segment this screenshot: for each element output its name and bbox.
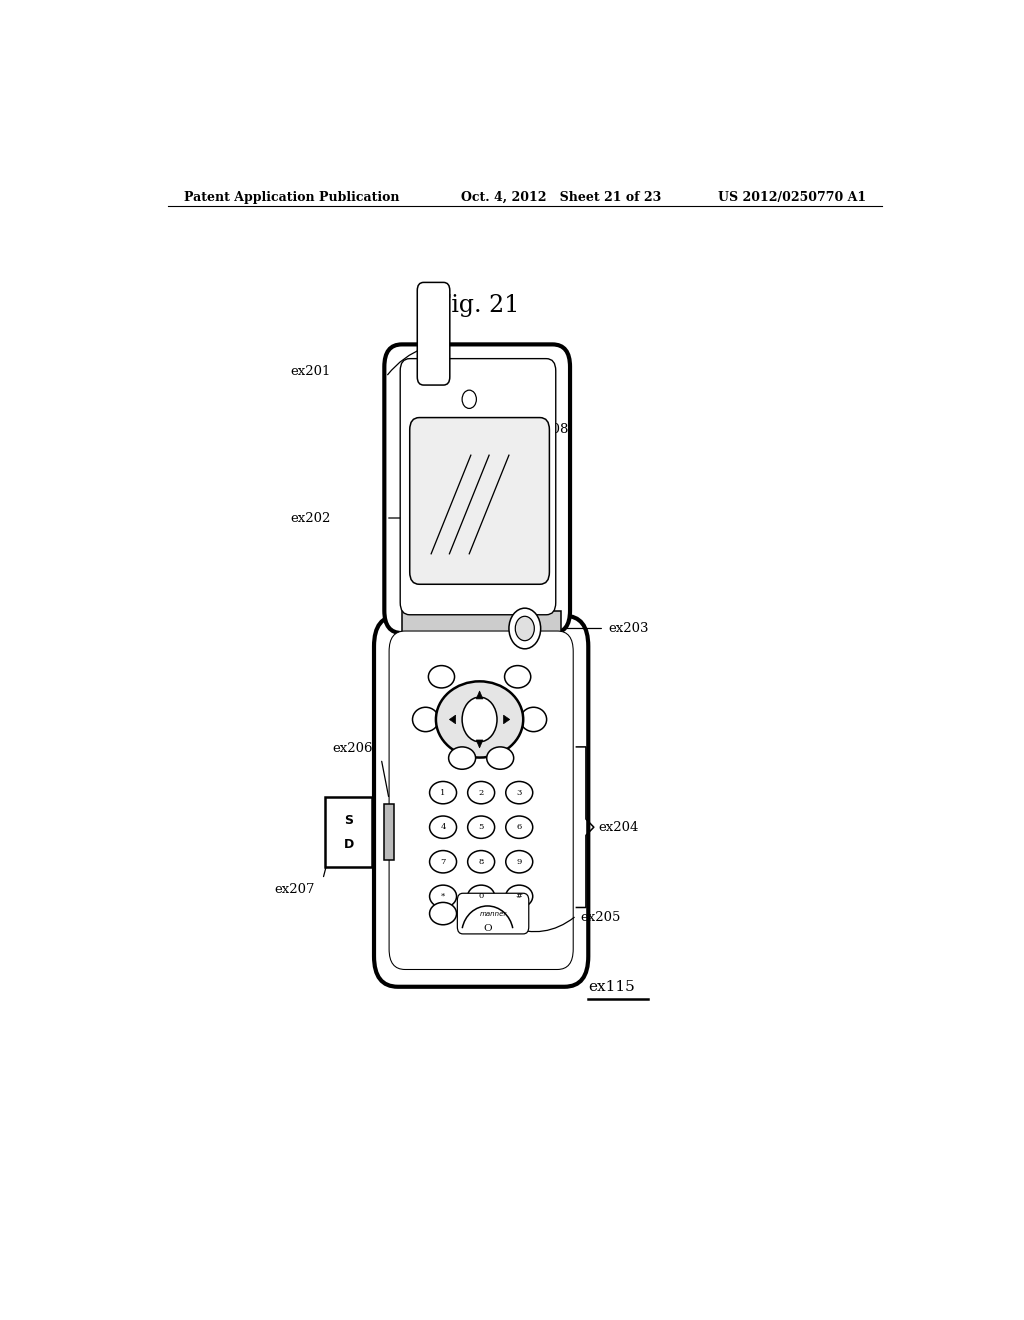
Ellipse shape [506,816,532,838]
Text: ex201: ex201 [290,366,331,379]
Text: D: D [343,838,353,851]
FancyBboxPatch shape [326,797,372,867]
FancyBboxPatch shape [417,282,450,385]
Ellipse shape [436,681,523,758]
Text: Oct. 4, 2012   Sheet 21 of 23: Oct. 4, 2012 Sheet 21 of 23 [461,190,662,203]
Text: 6: 6 [517,824,522,832]
Ellipse shape [506,850,532,873]
Polygon shape [450,715,456,723]
FancyBboxPatch shape [410,417,550,585]
Polygon shape [476,741,483,748]
Polygon shape [476,690,483,698]
FancyBboxPatch shape [458,894,528,935]
Text: ex115: ex115 [588,979,635,994]
Bar [401,611,560,647]
Ellipse shape [468,886,495,907]
Circle shape [462,391,476,408]
FancyBboxPatch shape [400,359,556,615]
Circle shape [462,697,497,742]
Ellipse shape [430,886,457,907]
Text: 3: 3 [516,788,522,797]
Text: ex205: ex205 [581,911,621,924]
Text: ex207: ex207 [274,883,315,896]
Text: ex203: ex203 [608,622,648,635]
Ellipse shape [430,781,457,804]
Text: *: * [441,892,445,900]
FancyBboxPatch shape [384,345,570,634]
Text: 9: 9 [516,858,522,866]
Text: US 2012/0250770 A1: US 2012/0250770 A1 [718,190,866,203]
Ellipse shape [430,816,457,838]
Circle shape [515,616,535,640]
Ellipse shape [468,816,495,838]
Text: 5: 5 [478,824,483,832]
Circle shape [509,609,541,649]
Text: ex204: ex204 [599,821,639,834]
Text: 4: 4 [440,824,445,832]
Text: Patent Application Publication: Patent Application Publication [183,190,399,203]
FancyBboxPatch shape [374,615,588,987]
Ellipse shape [468,781,495,804]
Ellipse shape [428,665,455,688]
Polygon shape [504,715,510,723]
Text: O: O [483,924,492,933]
Ellipse shape [449,747,475,770]
Text: 8: 8 [478,858,483,866]
Ellipse shape [430,903,457,925]
Text: #: # [516,892,522,900]
Ellipse shape [506,886,532,907]
Ellipse shape [506,781,532,804]
Ellipse shape [520,708,547,731]
Bar [384,804,394,861]
FancyBboxPatch shape [389,631,573,969]
Text: 0: 0 [478,892,483,900]
Text: Fig. 21: Fig. 21 [435,294,519,317]
Text: 7: 7 [440,858,445,866]
Text: ex202: ex202 [290,512,331,524]
Text: 2: 2 [478,788,483,797]
Ellipse shape [486,747,514,770]
Ellipse shape [505,665,530,688]
Text: S: S [344,813,353,826]
Ellipse shape [468,850,495,873]
Ellipse shape [430,850,457,873]
Text: 1: 1 [440,788,445,797]
FancyBboxPatch shape [356,847,369,866]
Text: manner: manner [479,911,507,916]
Ellipse shape [413,708,438,731]
Text: ex208: ex208 [528,424,569,437]
Text: ex206: ex206 [333,742,373,755]
